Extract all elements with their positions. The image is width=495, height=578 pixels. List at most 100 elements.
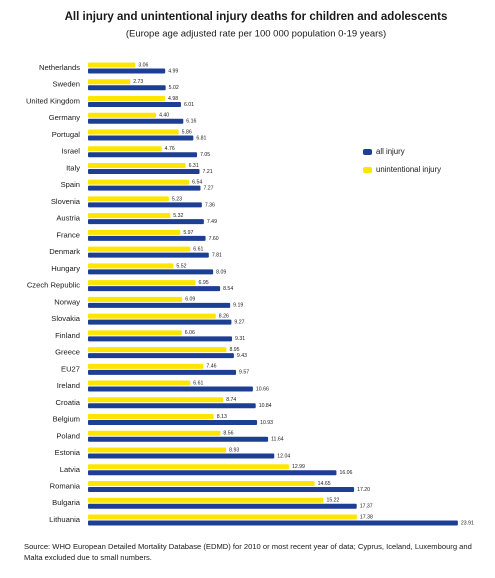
value-label: 3.06 (138, 62, 148, 68)
value-label: 9.57 (239, 370, 249, 376)
bar (88, 286, 221, 292)
value-label: 16.06 (339, 470, 352, 476)
value-label: 5.97 (183, 230, 193, 236)
bar (88, 430, 221, 436)
y-tick-label: Norway (54, 297, 80, 306)
value-label: 9.19 (233, 303, 243, 309)
bar (88, 353, 234, 359)
value-label: 10.93 (260, 420, 273, 426)
bar (88, 246, 191, 252)
bar (88, 229, 181, 235)
y-tick-label: Austria (56, 214, 80, 223)
value-label: 6.54 (192, 180, 202, 186)
bar (88, 330, 182, 336)
value-label: 6.31 (189, 163, 199, 169)
y-tick-label: Lithuania (49, 515, 81, 524)
bar (88, 403, 256, 409)
value-label: 8.09 (216, 269, 226, 275)
value-label: 9.43 (237, 353, 247, 359)
bar (88, 146, 162, 152)
value-label: 6.81 (196, 135, 206, 141)
value-label: 17.38 (360, 514, 373, 520)
y-tick-label: Italy (66, 163, 80, 172)
value-label: 8.74 (226, 397, 236, 403)
value-label: 23.91 (461, 520, 474, 526)
bar (88, 319, 232, 325)
y-tick-label: Germany (49, 113, 80, 122)
y-tick-label: Israel (61, 147, 80, 156)
bar (88, 179, 190, 185)
bar (88, 470, 337, 476)
y-tick-label: Bulgaria (52, 498, 81, 507)
value-label: 8.93 (229, 447, 239, 453)
value-label: 7.46 (206, 364, 216, 370)
bar (88, 514, 357, 520)
value-label: 4.76 (165, 146, 175, 152)
y-tick-label: Sweden (53, 80, 80, 89)
value-label: 5.52 (176, 263, 186, 269)
y-tick-label: Spain (61, 180, 80, 189)
bar (88, 296, 183, 302)
y-tick-label: Belgium (53, 415, 80, 424)
bar (88, 162, 186, 168)
y-tick-label: Greece (55, 348, 80, 357)
bar (88, 185, 201, 191)
value-label: 14.65 (318, 481, 331, 487)
value-label: 11.64 (271, 437, 284, 443)
value-label: 7.81 (212, 253, 222, 259)
y-tick-label: EU27 (61, 364, 80, 373)
bar (88, 213, 171, 219)
bar (88, 397, 224, 403)
bar (88, 269, 214, 275)
y-tick-label: France (56, 230, 80, 239)
bar (88, 363, 204, 369)
bar (88, 118, 184, 124)
value-label: 6.95 (199, 280, 209, 286)
value-label: 8.95 (229, 347, 239, 353)
bar (88, 503, 357, 509)
bar (88, 347, 227, 353)
value-label: 7.49 (207, 219, 217, 225)
bar (88, 447, 227, 453)
bar (88, 520, 458, 526)
value-label: 9.31 (235, 336, 245, 342)
bar (88, 414, 214, 420)
value-label: 6.01 (184, 102, 194, 108)
y-tick-label: Latvia (60, 465, 81, 474)
bar (88, 280, 196, 286)
bar (88, 202, 202, 208)
bar (88, 313, 216, 319)
y-tick-label: United Kingdom (26, 96, 80, 105)
value-label: 5.23 (172, 196, 182, 202)
bar (88, 487, 355, 492)
bar (88, 168, 200, 174)
value-label: 7.21 (203, 169, 213, 175)
y-tick-label: Finland (55, 331, 80, 340)
value-label: 4.40 (159, 113, 169, 119)
y-tick-label: Croatia (56, 398, 81, 407)
value-label: 12.99 (292, 464, 305, 470)
value-label: 5.32 (173, 213, 183, 219)
y-tick-label: Hungary (51, 264, 80, 273)
bar (88, 464, 289, 470)
bar (88, 79, 131, 85)
value-label: 4.98 (168, 96, 178, 102)
bar (88, 152, 198, 158)
value-label: 6.61 (193, 247, 203, 253)
bar (88, 420, 258, 426)
chart-title: All injury and unintentional injury deat… (65, 11, 448, 23)
value-label: 6.16 (186, 119, 196, 125)
value-label: 2.73 (133, 79, 143, 85)
bar (88, 302, 231, 308)
value-label: 7.60 (209, 236, 219, 242)
bar (88, 436, 269, 442)
value-label: 10.84 (259, 403, 272, 409)
bar (88, 135, 194, 141)
value-label: 7.05 (200, 152, 210, 158)
y-tick-label: Poland (56, 431, 80, 440)
bar (88, 369, 237, 375)
bar (88, 95, 166, 101)
bar (88, 68, 166, 74)
